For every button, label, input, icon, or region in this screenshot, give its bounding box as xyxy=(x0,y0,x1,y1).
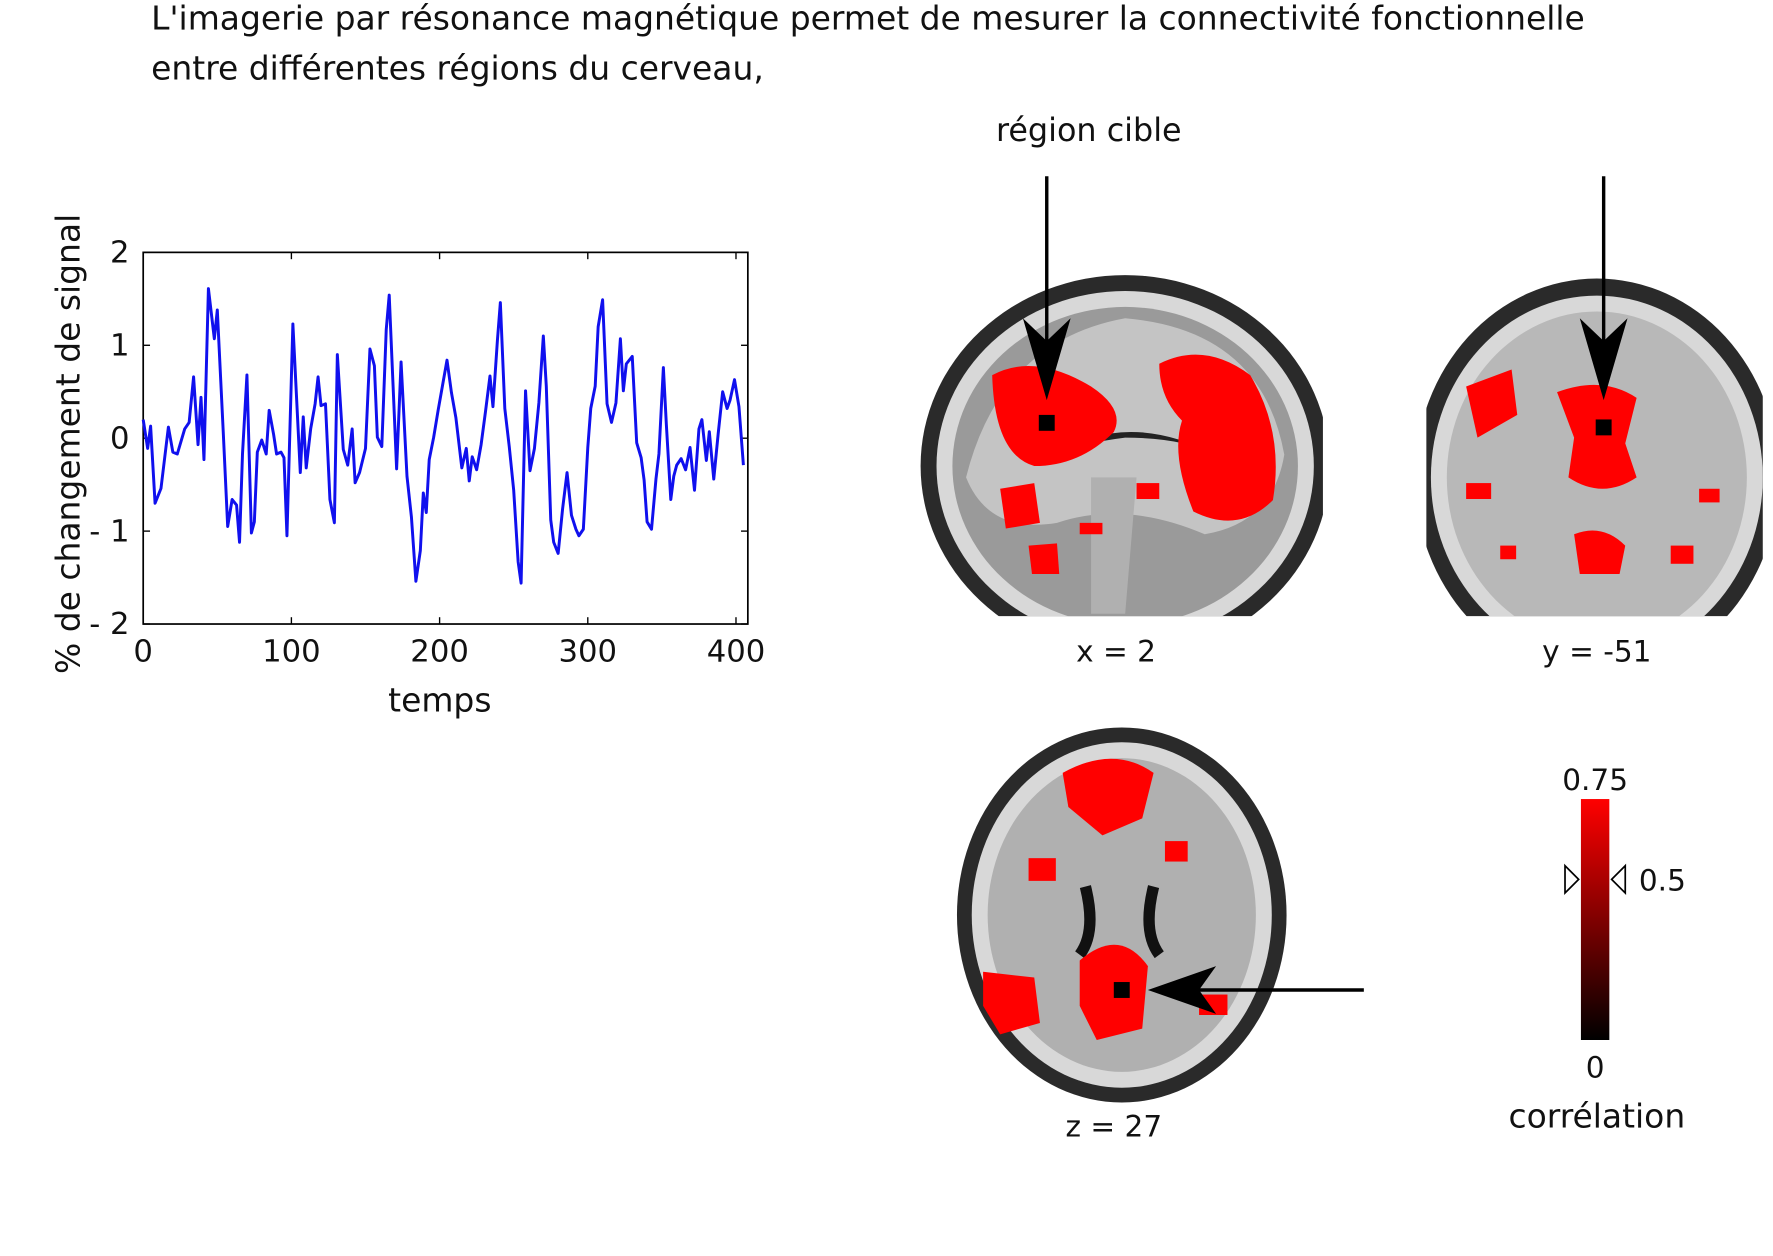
y-tick-label: 1 xyxy=(110,329,130,364)
y-tick-label: 2 xyxy=(110,236,130,271)
y-tick-label: - 2 xyxy=(89,607,129,642)
x-tick-label: 200 xyxy=(410,635,469,670)
slice-label: y = -51 xyxy=(1542,635,1651,669)
plot-frame xyxy=(142,251,749,625)
brain-axial xyxy=(956,727,1287,1103)
colorbar-tick-label: 0 xyxy=(1586,1051,1605,1085)
slice-label: x = 2 xyxy=(1076,635,1156,669)
x-tick-label: 0 xyxy=(133,635,153,670)
x-tick-label: 100 xyxy=(262,635,321,670)
slice-label: z = 27 xyxy=(1065,1110,1162,1144)
threshold-marker xyxy=(1564,863,1580,896)
y-axis-label: % de changement de signal xyxy=(49,214,88,674)
line-chart: 0 100 200 300 400 - 2 - 1 0 1 2 temps % de changeme… xyxy=(49,214,766,720)
colorbar-gradient xyxy=(1580,799,1610,1040)
data-line xyxy=(141,287,745,585)
colorbar-tick-label: 0.75 xyxy=(1562,763,1628,797)
y-tick-label: 0 xyxy=(110,421,130,456)
brain-coronal xyxy=(1426,278,1763,617)
x-axis-label: temps xyxy=(388,681,491,720)
y-tick-label: - 1 xyxy=(89,514,129,549)
header-line: L'imagerie par résonance magnétique perm… xyxy=(151,0,1585,38)
brain-sagittal xyxy=(920,275,1323,617)
target-label: région cible xyxy=(996,111,1182,149)
x-tick-label: 400 xyxy=(707,635,766,670)
colorbar-label: corrélation xyxy=(1508,1097,1685,1136)
x-tick-label: 300 xyxy=(559,635,618,670)
colorbar-tick-label: 0.5 xyxy=(1639,864,1686,898)
colorbar: 0 0.5 0.75 xyxy=(1562,763,1686,1085)
header-line: entre différentes régions du cerveau, xyxy=(151,49,764,88)
arrows xyxy=(1022,176,1628,1014)
threshold-marker xyxy=(1610,863,1627,896)
